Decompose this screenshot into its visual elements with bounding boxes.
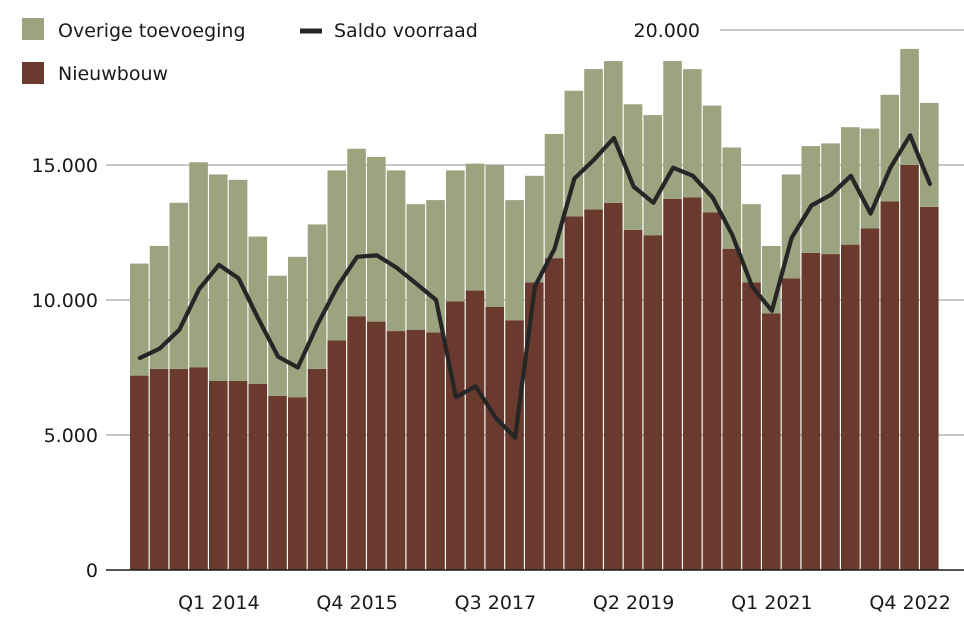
bar-nieuwbouw — [525, 282, 544, 570]
bar-nieuwbouw — [663, 198, 682, 570]
bar-nieuwbouw — [643, 235, 663, 570]
bar-overige-toevoeging — [347, 148, 366, 317]
bar-overige-toevoeging — [505, 200, 524, 321]
bar-nieuwbouw — [702, 212, 722, 570]
bar-overige-toevoeging — [841, 127, 860, 245]
bar-overige-toevoeging — [683, 69, 702, 198]
bar-overige-toevoeging — [821, 143, 840, 255]
bar-overige-toevoeging — [169, 202, 189, 369]
bar-nieuwbouw — [130, 375, 149, 570]
bar-nieuwbouw — [920, 206, 939, 570]
bars — [130, 48, 939, 571]
bar-nieuwbouw — [327, 340, 347, 570]
legend-label-nieuwbouw: Nieuwbouw — [58, 63, 168, 85]
bar-overige-toevoeging — [564, 90, 584, 217]
bar-overige-toevoeging — [288, 256, 307, 398]
y-tick-label: 5.000 — [44, 425, 98, 447]
bar-overige-toevoeging — [544, 133, 564, 259]
bar-nieuwbouw — [900, 165, 919, 570]
bar-nieuwbouw — [465, 290, 485, 570]
bar-overige-toevoeging — [465, 163, 485, 291]
bar-nieuwbouw — [860, 228, 880, 570]
bar-nieuwbouw — [821, 254, 840, 570]
bar-overige-toevoeging — [189, 162, 208, 368]
saldo-line-layer — [137, 133, 933, 440]
bar-nieuwbouw — [801, 252, 821, 570]
bar-overige-toevoeging — [742, 204, 761, 283]
bar-nieuwbouw — [406, 329, 426, 570]
bar-nieuwbouw — [623, 229, 643, 571]
legend-swatch-nieuwbouw — [22, 62, 44, 84]
x-tick-label: Q1 2021 — [731, 592, 812, 614]
y-tick-label: 0 — [86, 560, 98, 582]
legend-label-saldo: Saldo voorraad — [334, 20, 478, 42]
y-tick-label: 10.000 — [32, 290, 98, 312]
bar-overige-toevoeging — [406, 204, 426, 330]
bar-overige-toevoeging — [604, 61, 623, 203]
bar-overige-toevoeging — [367, 156, 386, 322]
bar-nieuwbouw — [604, 202, 623, 571]
bar-nieuwbouw — [584, 209, 603, 571]
y-tick-label: 15.000 — [32, 155, 98, 177]
x-tick-label: Q2 2019 — [593, 592, 674, 614]
legend: Overige toevoeging Nieuwbouw Saldo voorr… — [22, 18, 478, 85]
bar-nieuwbouw — [505, 320, 524, 570]
bar-overige-toevoeging — [623, 104, 643, 230]
bar-overige-toevoeging — [584, 69, 603, 210]
bar-nieuwbouw — [446, 301, 465, 570]
legend-swatch-overige — [22, 18, 44, 40]
bar-overige-toevoeging — [130, 263, 149, 376]
bar-nieuwbouw — [426, 332, 445, 570]
legend-label-overige: Overige toevoeging — [58, 20, 246, 42]
bar-overige-toevoeging — [307, 224, 327, 369]
bar-nieuwbouw — [288, 397, 307, 570]
bar-overige-toevoeging — [426, 200, 445, 333]
bar-nieuwbouw — [880, 201, 900, 570]
bar-nieuwbouw — [722, 248, 742, 570]
bar-nieuwbouw — [781, 278, 801, 570]
bar-overige-toevoeging — [643, 115, 663, 236]
bar-nieuwbouw — [367, 321, 386, 570]
bar-nieuwbouw — [169, 368, 189, 570]
y-axis-ticks: 0 5.000 10.000 15.000 20.000 — [32, 20, 700, 582]
x-tick-label: Q4 2015 — [316, 592, 397, 614]
bar-nieuwbouw — [386, 331, 406, 570]
bar-nieuwbouw — [544, 258, 564, 570]
bar-overige-toevoeging — [268, 275, 287, 396]
bar-overige-toevoeging — [209, 174, 228, 381]
bar-overige-toevoeging — [149, 246, 169, 369]
x-tick-label: Q4 2022 — [869, 592, 950, 614]
bar-nieuwbouw — [149, 368, 169, 570]
bar-nieuwbouw — [841, 244, 860, 570]
x-tick-label: Q3 2017 — [455, 592, 536, 614]
bar-overige-toevoeging — [386, 170, 406, 332]
bar-overige-toevoeging — [525, 175, 544, 283]
bar-overige-toevoeging — [920, 102, 939, 207]
bar-overige-toevoeging — [801, 146, 821, 253]
y-tick-label: 20.000 — [634, 20, 700, 42]
bar-nieuwbouw — [228, 381, 248, 570]
bar-overige-toevoeging — [446, 170, 465, 302]
bar-nieuwbouw — [742, 282, 761, 570]
bar-nieuwbouw — [248, 383, 268, 570]
bar-nieuwbouw — [485, 306, 505, 570]
bar-overige-toevoeging — [663, 61, 682, 199]
line-saldo-voorraad — [137, 133, 933, 440]
bar-overige-toevoeging — [900, 48, 919, 165]
bar-overige-toevoeging — [327, 170, 347, 341]
x-axis-ticks: Q1 2014 Q4 2015 Q3 2017 Q2 2019 Q1 2021 Q4 20… — [178, 592, 951, 614]
bar-overige-toevoeging — [485, 165, 505, 307]
bar-nieuwbouw — [189, 367, 208, 570]
bar-nieuwbouw — [268, 395, 287, 570]
bar-nieuwbouw — [683, 197, 702, 570]
bar-overige-toevoeging — [248, 236, 268, 384]
bar-nieuwbouw — [209, 381, 228, 570]
bar-nieuwbouw — [762, 313, 781, 570]
bar-nieuwbouw — [307, 368, 327, 570]
bar-overige-toevoeging — [702, 105, 722, 213]
bar-nieuwbouw — [347, 316, 366, 570]
x-tick-label: Q1 2014 — [178, 592, 259, 614]
bar-nieuwbouw — [564, 216, 584, 571]
